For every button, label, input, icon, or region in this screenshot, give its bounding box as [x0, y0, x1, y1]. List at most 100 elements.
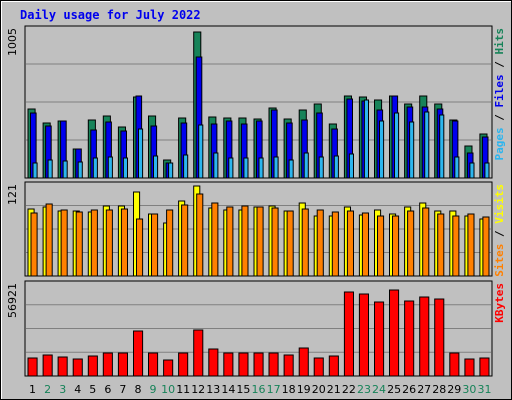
bar-kbytes-day-25	[389, 289, 400, 377]
bar-kbytes-day-31	[479, 357, 490, 377]
bar-sites-day-12	[196, 193, 204, 277]
bar-kbytes-day-29	[449, 352, 460, 377]
bar-sites-day-25	[392, 215, 400, 277]
x-tick-label-29: 29	[447, 383, 461, 396]
bar-kbytes-day-15	[238, 352, 249, 377]
bar-kbytes-day-24	[374, 301, 385, 377]
bar-sites-day-14	[226, 206, 234, 277]
panels-group: 1005 121 56921 Pages / Files / Hits Sites / …	[6, 25, 506, 377]
bar-kbytes-day-17	[268, 352, 279, 377]
x-tick-label-19: 19	[297, 383, 311, 396]
bar-pages-day-2	[47, 159, 53, 179]
bar-kbytes-day-2	[42, 354, 53, 377]
bar-pages-day-29	[454, 156, 460, 179]
x-tick-label-12: 12	[191, 383, 205, 396]
bar-sites-day-7	[120, 208, 129, 277]
x-tick-label-16: 16	[252, 383, 266, 396]
bar-sites-day-17	[271, 207, 279, 277]
legend-part-pages: Pages	[493, 127, 506, 160]
bar-kbytes-day-21	[328, 355, 339, 377]
bar-sites-day-27	[422, 207, 430, 277]
x-tick-label-1: 1	[29, 383, 36, 396]
bar-sites-day-18	[286, 210, 294, 277]
bar-sites-day-6	[105, 209, 113, 277]
x-tick-label-7: 7	[119, 383, 126, 396]
bar-pages-day-10	[168, 162, 174, 179]
bar-pages-day-21	[333, 155, 339, 179]
right-legend-label-0: Pages / Files / Hits	[493, 28, 506, 161]
x-tick-label-28: 28	[432, 383, 446, 396]
x-tick-label-27: 27	[417, 383, 431, 396]
bar-kbytes-day-8	[133, 330, 144, 377]
x-tick-label-23: 23	[357, 383, 371, 396]
x-tick-label-17: 17	[267, 383, 281, 396]
bar-kbytes-day-11	[178, 352, 189, 377]
bar-pages-day-7	[122, 157, 129, 179]
x-axis-labels: 1 2 3 4 5 6 7 8 9 10 11 12 13 14 15 16 17 18 19 20 21 22 23 24 2…	[29, 383, 492, 396]
x-tick-label-22: 22	[342, 383, 356, 396]
bar-kbytes-day-18	[283, 354, 294, 377]
bar-sites-day-5	[90, 209, 98, 277]
bar-pages-day-6	[107, 156, 113, 179]
bar-sites-day-20	[316, 209, 324, 277]
bar-pages-day-1	[32, 162, 38, 179]
y-max-label-visits-sites: 121	[6, 184, 19, 205]
legend-part-visits: Visits	[493, 184, 506, 224]
bar-pages-day-14	[228, 157, 234, 179]
bar-kbytes-day-5	[87, 355, 98, 377]
bar-sites-day-13	[211, 202, 219, 277]
bar-kbytes-day-6	[102, 352, 113, 377]
x-tick-label-14: 14	[221, 383, 235, 396]
x-tick-label-21: 21	[327, 383, 341, 396]
y-max-label-hits-files-pages: 1005	[6, 28, 19, 56]
bar-kbytes-day-7	[117, 352, 129, 377]
legend-part-hits: Hits	[493, 28, 506, 55]
bar-pages-day-11	[183, 154, 189, 179]
bar-kbytes-day-4	[72, 358, 83, 377]
bar-sites-day-15	[241, 205, 249, 277]
bar-sites-day-23	[361, 212, 369, 277]
bar-sites-day-22	[346, 210, 354, 277]
bar-sites-day-11	[181, 204, 189, 277]
x-tick-label-10: 10	[161, 383, 175, 396]
bar-sites-day-16	[256, 206, 264, 277]
bar-kbytes-day-1	[27, 357, 38, 377]
bar-pages-day-22	[348, 153, 354, 179]
legend-part-: /	[493, 108, 506, 128]
bar-pages-day-13	[213, 152, 219, 179]
bar-pages-day-27	[424, 111, 430, 179]
bar-sites-day-1	[30, 212, 38, 277]
bar-sites-day-29	[452, 215, 460, 277]
bar-kbytes-day-14	[223, 352, 234, 377]
bar-pages-day-4	[77, 161, 83, 179]
bar-pages-day-20	[318, 156, 324, 179]
right-legend-label-1: Sites / Visits	[493, 184, 506, 277]
x-tick-label-30: 30	[462, 383, 476, 396]
legend-part-: /	[493, 55, 506, 75]
bar-pages-day-25	[394, 112, 400, 179]
x-tick-label-8: 8	[135, 383, 142, 396]
x-tick-label-6: 6	[104, 383, 111, 396]
bar-kbytes-day-13	[208, 348, 219, 377]
x-tick-label-4: 4	[74, 383, 81, 396]
bar-pages-day-24	[379, 120, 385, 179]
bar-sites-day-3	[60, 209, 68, 277]
bar-pages-day-8	[138, 128, 144, 179]
bar-pages-day-17	[273, 156, 279, 179]
bar-kbytes-day-20	[313, 357, 324, 377]
bar-kbytes-day-3	[57, 356, 68, 377]
bar-sites-day-4	[75, 211, 83, 277]
bar-kbytes-day-22	[343, 291, 354, 377]
x-tick-label-31: 31	[478, 383, 492, 396]
bar-pages-day-23	[363, 99, 369, 179]
bar-pages-day-9	[153, 155, 159, 179]
bar-pages-day-18	[288, 159, 294, 179]
x-tick-label-5: 5	[89, 383, 96, 396]
bar-pages-day-19	[303, 152, 309, 179]
x-tick-label-11: 11	[176, 383, 190, 396]
bar-pages-day-26	[409, 121, 415, 179]
bar-pages-day-3	[62, 160, 68, 179]
bar-pages-day-30	[469, 162, 475, 179]
